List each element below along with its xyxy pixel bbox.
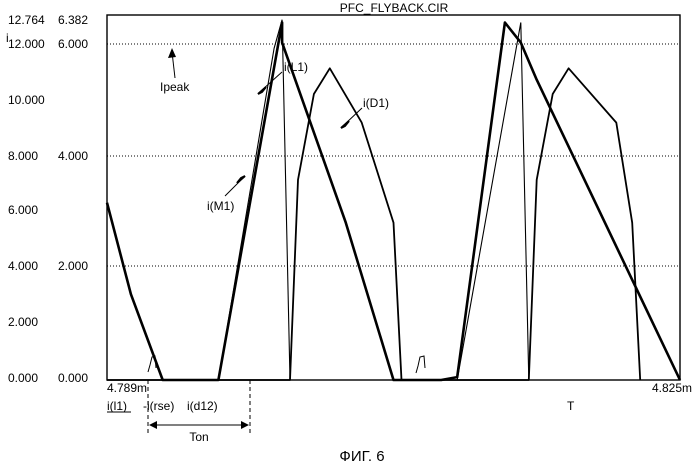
legend: i(l1) -i(rse) i(d12) [107, 399, 218, 413]
annotation-ipeak: Ipeak [160, 80, 190, 94]
left-tick-label: 6.000 [8, 203, 38, 217]
id1-arrowhead [341, 121, 349, 128]
ipeak-arrowhead [168, 48, 176, 58]
left-tick-label: 12.000 [8, 37, 45, 51]
x-axis-label: T [567, 399, 575, 413]
legend-term-id12: i(d12) [187, 399, 218, 413]
series-i-L1 [107, 23, 680, 381]
right-tick-label: 6.000 [58, 37, 88, 51]
series-i-D1 [107, 68, 640, 380]
left-tick-labels: 12.764 12.000 10.000 8.000 6.000 4.000 2… [8, 13, 45, 385]
left-tick-label: 0.000 [8, 371, 38, 385]
ton-arrow-right [241, 421, 249, 429]
switching-ripple [416, 356, 425, 373]
x-tick-label-start: 4.789m [107, 381, 147, 395]
ton-arrow-left [149, 421, 157, 429]
chart-title: PFC_FLYBACK.CIR [340, 1, 449, 15]
left-tick-label: 8.000 [8, 149, 38, 163]
annotation-ton: Ton [189, 430, 208, 444]
right-tick-labels: 6.382 6.000 4.000 2.000 0.000 [58, 13, 88, 385]
legend-term-il1: i(l1) [107, 399, 127, 413]
il1-arrowhead [258, 87, 266, 94]
left-tick-label: 4.000 [8, 259, 38, 273]
annotation-im1: i(M1) [207, 199, 234, 213]
figure-caption: ФИГ. 6 [339, 448, 384, 465]
im1-arrowhead [237, 176, 245, 183]
left-tick-label: 10.000 [8, 93, 45, 107]
x-tick-label-end: 4.825m [652, 381, 692, 395]
left-tick-label: 12.764 [8, 13, 45, 27]
right-tick-label: 6.382 [58, 13, 88, 27]
switching-ripple [148, 356, 156, 372]
annotation-il1: i(L1) [284, 60, 308, 74]
annotation-id1: i(D1) [363, 96, 389, 110]
right-tick-label: 2.000 [58, 259, 88, 273]
left-tick-label: 2.000 [8, 315, 38, 329]
right-tick-label: 0.000 [58, 371, 88, 385]
right-tick-label: 4.000 [58, 149, 88, 163]
